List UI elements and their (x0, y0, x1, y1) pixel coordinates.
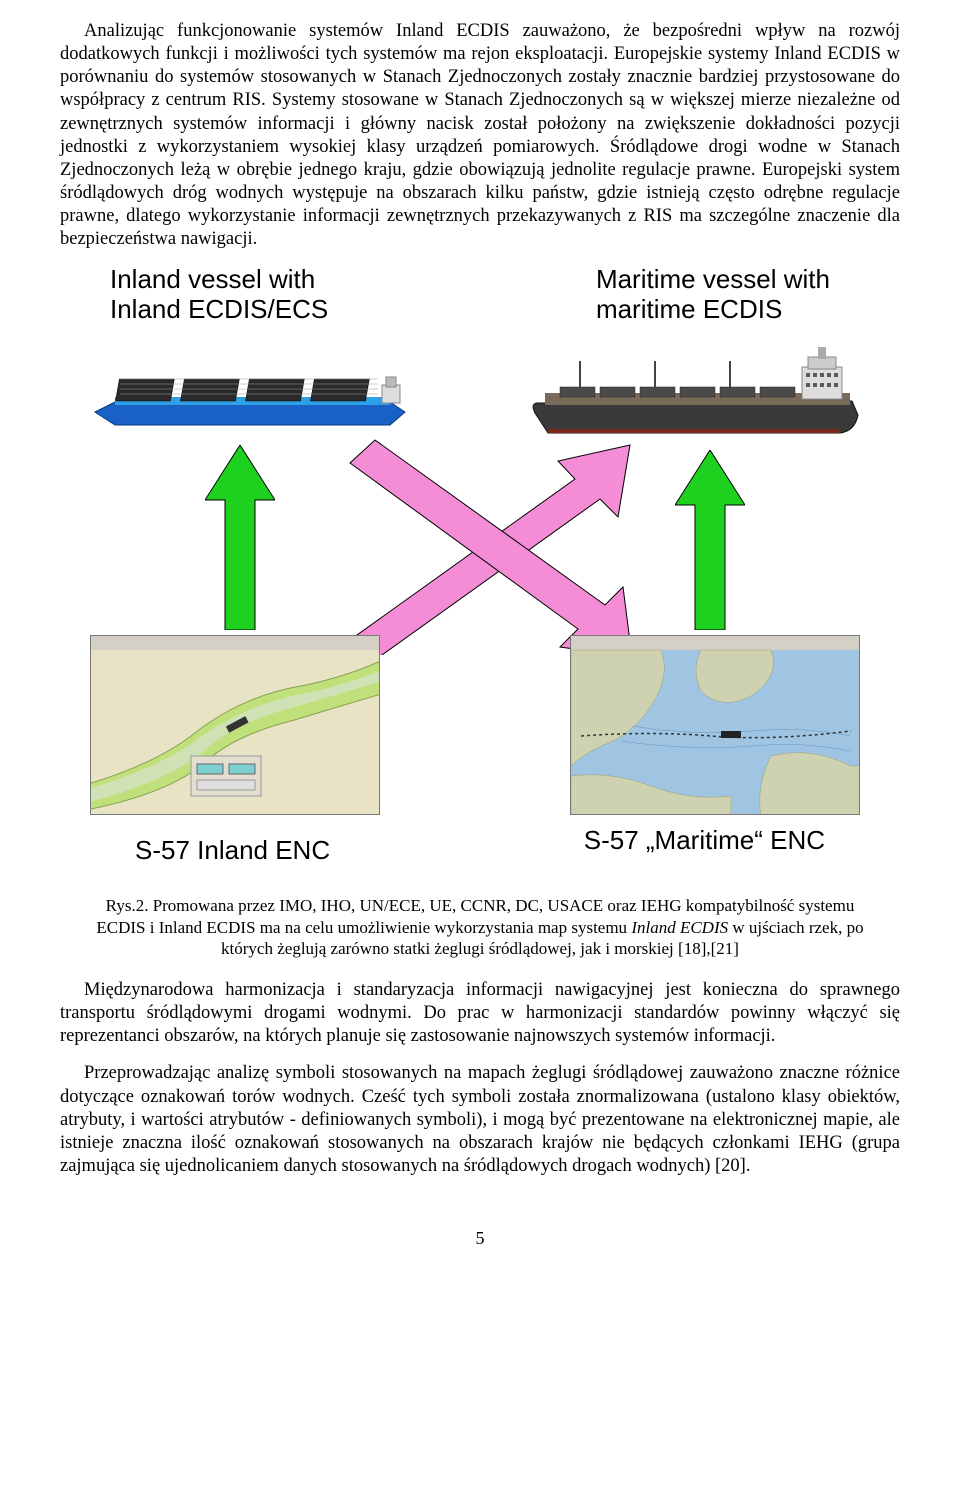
figure-caption: Rys.2. Promowana przez IMO, IHO, UN/ECE,… (90, 895, 870, 959)
maritime-enc-map-image (570, 635, 860, 815)
body-paragraph-3: Przeprowadzając analizę symboli stosowan… (60, 1062, 900, 1178)
label-line: Inland vessel with (110, 264, 315, 294)
pink-cross-arrow-icon (320, 435, 640, 655)
maritime-vessel-image (530, 343, 860, 443)
page-number: 5 (60, 1228, 900, 1249)
label-line: maritime ECDIS (596, 294, 782, 324)
label-inland-enc: S-57 Inland ENC (135, 835, 330, 866)
label-maritime-enc: S-57 „Maritime“ ENC (584, 825, 825, 856)
label-line: Maritime vessel with (596, 264, 830, 294)
body-paragraph-1: Analizując funkcjonowanie systemów Inlan… (60, 20, 900, 251)
diagram-ecdis-compat: Inland vessel with Inland ECDIS/ECS Mari… (60, 265, 900, 885)
green-arrow-right-icon (675, 450, 745, 630)
green-arrow-left-icon (205, 445, 275, 630)
inland-enc-map-image (90, 635, 380, 815)
label-line: Inland ECDIS/ECS (110, 294, 328, 324)
label-maritime-vessel: Maritime vessel with maritime ECDIS (596, 265, 830, 325)
label-inland-vessel: Inland vessel with Inland ECDIS/ECS (110, 265, 328, 325)
body-paragraph-2: Międzynarodowa harmonizacja i standaryza… (60, 979, 900, 1048)
caption-italic: Inland ECDIS (631, 918, 728, 937)
inland-vessel-image (90, 347, 410, 437)
